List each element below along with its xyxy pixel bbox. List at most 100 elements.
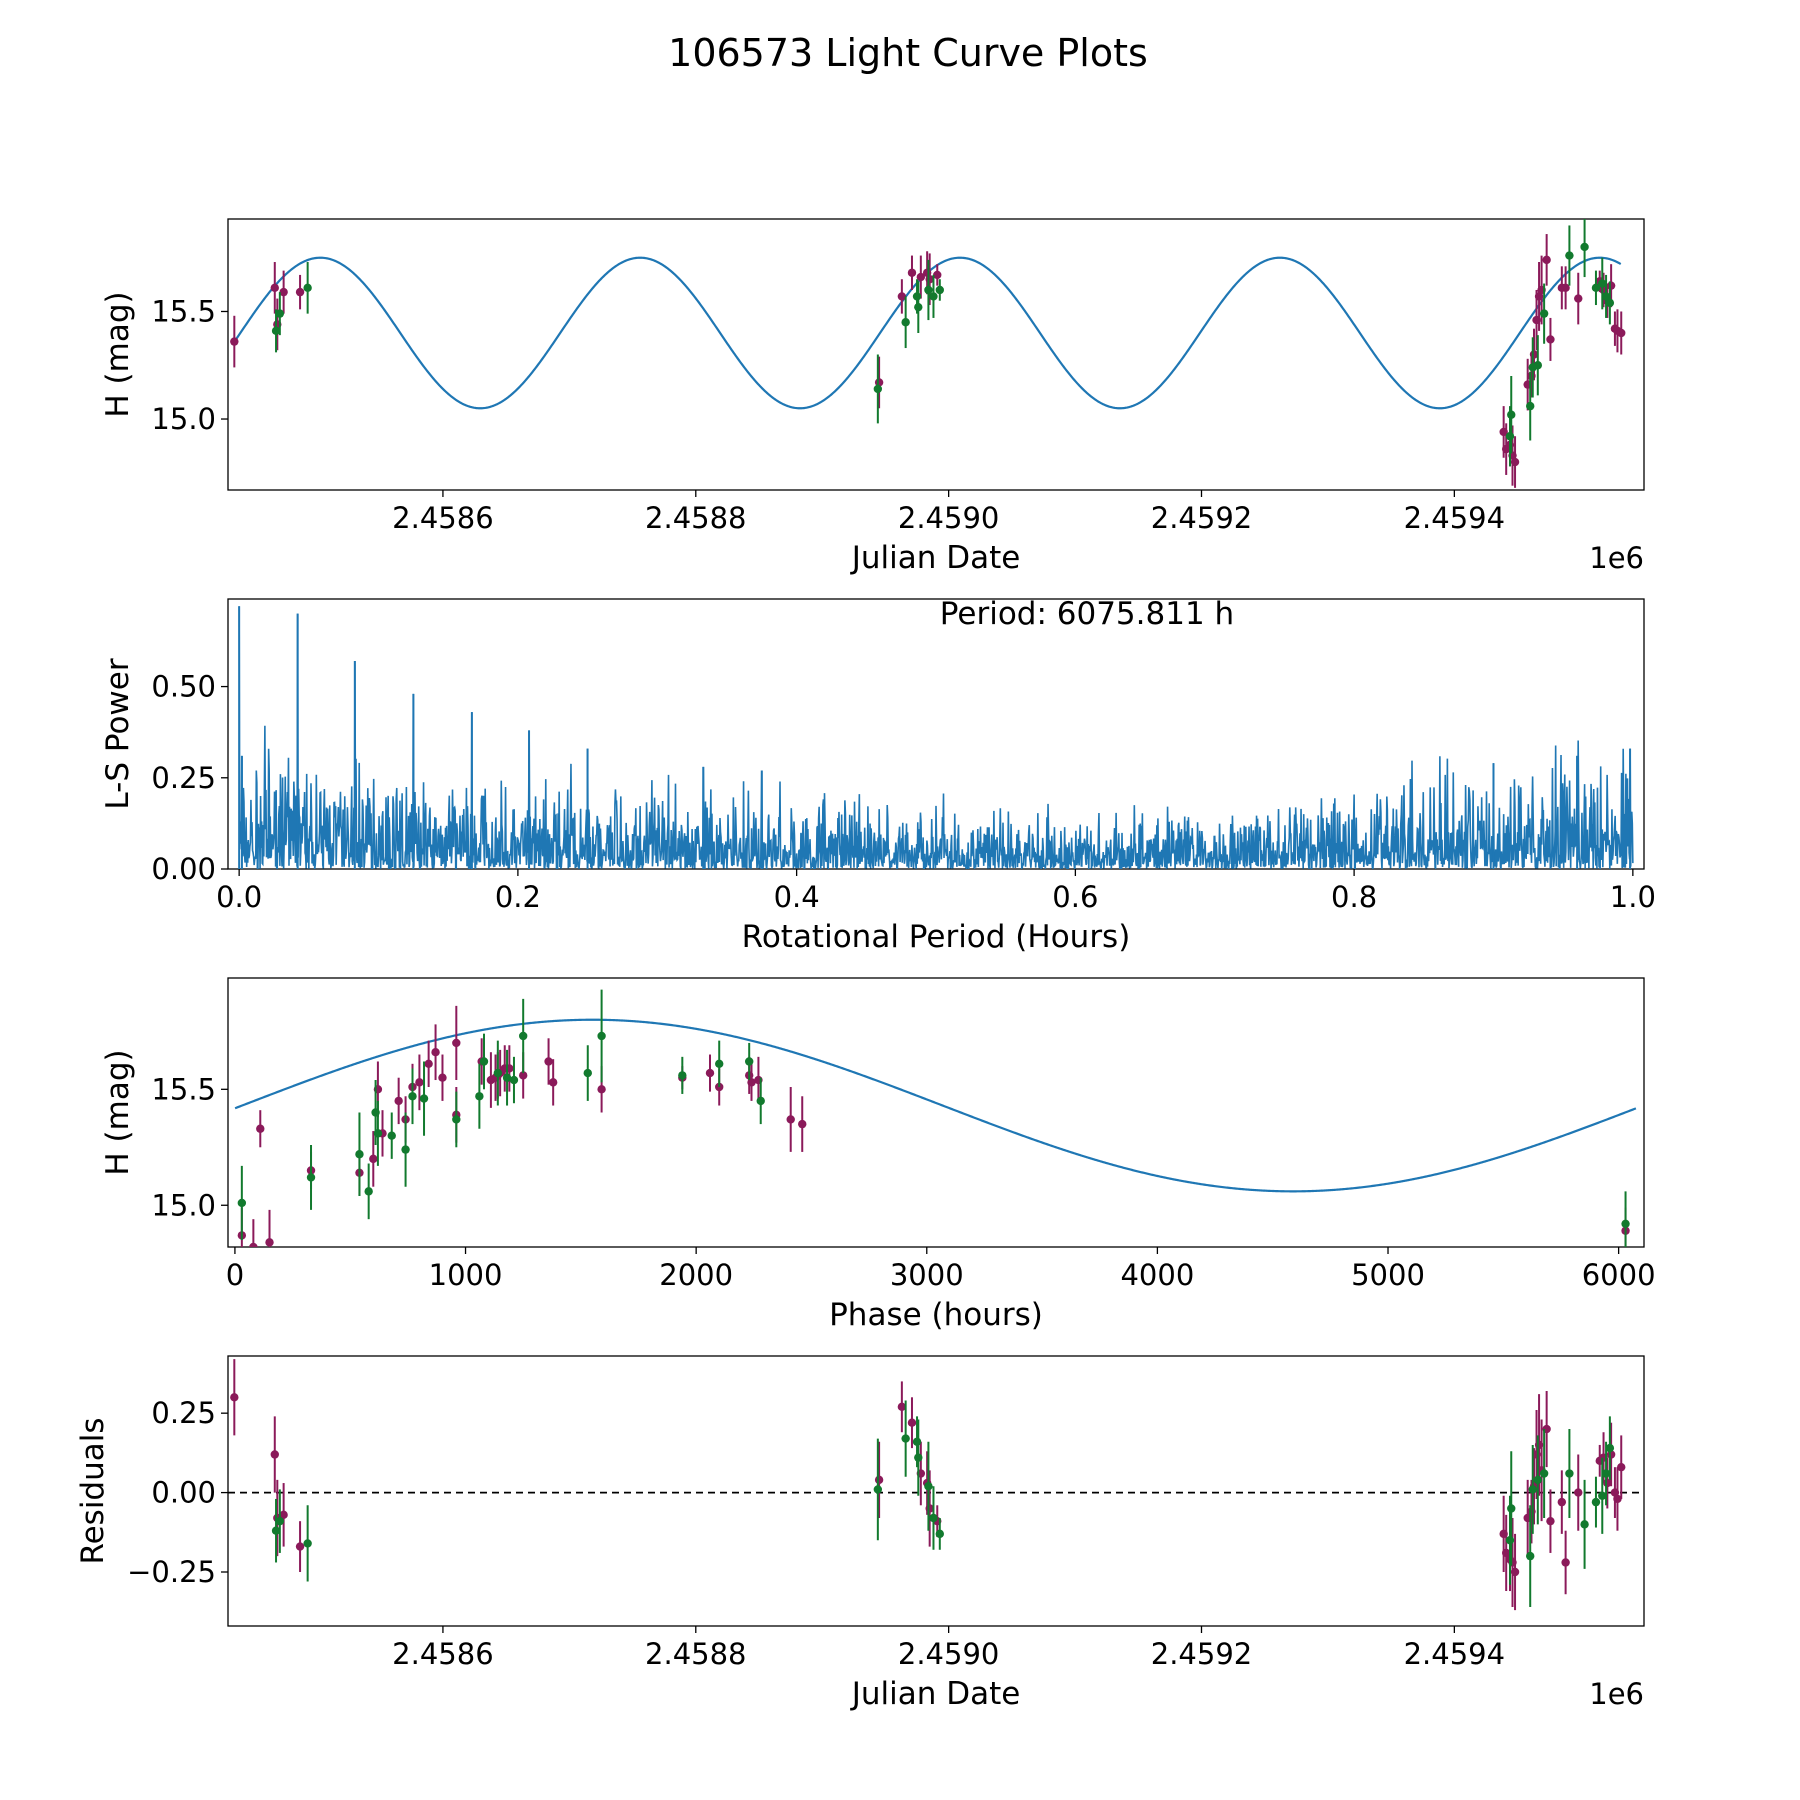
lightcurve-data-point bbox=[295, 287, 305, 297]
lightcurve-xtick-label: 2.4594 bbox=[1404, 501, 1505, 535]
periodogram-xtick-label: 1.0 bbox=[1610, 880, 1656, 914]
phased-data-point bbox=[493, 1068, 503, 1078]
phased-data-point bbox=[747, 1078, 756, 1087]
residuals-data-point bbox=[1546, 1516, 1555, 1526]
residuals-ytick-label: 0.25 bbox=[151, 1396, 216, 1430]
residuals-frame bbox=[227, 1355, 1645, 1627]
lightcurve-data-point bbox=[1505, 432, 1515, 441]
residuals-data-point bbox=[1528, 1485, 1537, 1494]
phased-data-point bbox=[597, 1031, 606, 1041]
phased-data-point bbox=[518, 1031, 528, 1041]
phased-data-point bbox=[419, 1094, 429, 1103]
lightcurve-ytick-label: 15.5 bbox=[151, 294, 216, 328]
residuals-data-point bbox=[271, 1526, 281, 1535]
residuals-data-point bbox=[303, 1539, 312, 1548]
periodogram-ytick-label: 0.25 bbox=[151, 761, 216, 795]
lightcurve-data-point bbox=[935, 285, 944, 295]
residuals-data-point bbox=[929, 1513, 938, 1523]
lightcurve-data-point bbox=[901, 318, 910, 327]
lightcurve-data-point bbox=[1605, 298, 1615, 308]
phased-data-point bbox=[744, 1057, 754, 1066]
residuals-data-point bbox=[1591, 1497, 1601, 1507]
periodogram-axes: 0.0 0.2 0.4 0.6 0.8 1.0 0.00 0.25 0.50 Rotational… bbox=[100, 596, 1656, 955]
lightcurve-data-point bbox=[230, 337, 239, 346]
lightcurve-data-point bbox=[1507, 410, 1516, 419]
phased-data-point bbox=[265, 1238, 274, 1247]
phased-data-point bbox=[373, 1129, 383, 1138]
lightcurve-data-point bbox=[1510, 457, 1520, 467]
lightcurve-data-point bbox=[1542, 255, 1551, 265]
residuals-data-point bbox=[295, 1542, 305, 1551]
lightcurve-xtick-label: 2.4586 bbox=[392, 501, 493, 535]
lightcurve-data-point bbox=[1546, 335, 1555, 344]
residuals-data-point bbox=[935, 1529, 944, 1539]
lightcurve-data-point bbox=[929, 292, 938, 301]
residuals-ytick-label: −0.25 bbox=[127, 1555, 216, 1589]
residuals-ytick-label: 0.00 bbox=[151, 1476, 216, 1510]
phased-data-point bbox=[387, 1131, 396, 1140]
lightcurve-data-point bbox=[275, 309, 285, 318]
residuals-data-point bbox=[897, 1402, 907, 1412]
periodogram-power-line bbox=[238, 606, 1634, 869]
phased-data-point bbox=[394, 1096, 403, 1106]
phased-data-point bbox=[401, 1145, 410, 1154]
residuals-data-point bbox=[1574, 1488, 1583, 1497]
residuals-xtick-label: 2.4588 bbox=[645, 1637, 746, 1671]
phased-data-point bbox=[355, 1150, 364, 1159]
phased-data-point bbox=[518, 1071, 528, 1080]
phased-data-point bbox=[306, 1173, 316, 1182]
residuals-data-point bbox=[1501, 1548, 1511, 1558]
phased-data-point bbox=[424, 1059, 433, 1069]
lightcurve-data-point bbox=[873, 384, 883, 394]
residuals-data-point bbox=[1505, 1536, 1515, 1545]
lightcurve-data-point bbox=[1601, 292, 1611, 301]
lightcurve-data-point bbox=[1533, 361, 1543, 370]
phased-axes: 0 1000 2000 3000 4000 5000 6000 15.0 15.5 Phase (… bbox=[100, 977, 1656, 1333]
residuals-data-point bbox=[1561, 1558, 1570, 1567]
phased-ytick-label: 15.0 bbox=[151, 1188, 216, 1222]
periodogram-xtick-label: 0.0 bbox=[216, 880, 262, 914]
figure-title: 106573 Light Curve Plots bbox=[668, 31, 1148, 75]
lightcurve-data-point bbox=[1561, 283, 1570, 293]
phased-data-point bbox=[452, 1115, 461, 1124]
periodogram-xtick-label: 0.2 bbox=[495, 880, 541, 914]
residuals-data-point bbox=[1601, 1469, 1611, 1478]
periodogram-xlabel: Rotational Period (Hours) bbox=[742, 919, 1131, 955]
lightcurve-data-point bbox=[907, 268, 917, 277]
residuals-axes: 2.4586 2.4588 2.4590 2.4592 2.4594 −0.25 0.00 0… bbox=[75, 1355, 1645, 1712]
residuals-xlabel: Julian Date bbox=[850, 1676, 1021, 1712]
lightcurve-data-point bbox=[1591, 283, 1601, 293]
periodogram-xtick-label: 0.8 bbox=[1331, 880, 1377, 914]
residuals-data-point bbox=[1613, 1494, 1622, 1504]
phased-data-point bbox=[415, 1078, 424, 1087]
lightcurve-data-point bbox=[897, 292, 907, 301]
phased-data-point bbox=[715, 1082, 724, 1092]
phased-data-point bbox=[249, 1242, 258, 1247]
phased-xtick-label: 1000 bbox=[429, 1258, 503, 1292]
periodogram-xtick-label: 0.6 bbox=[1052, 880, 1098, 914]
lightcurve-data-point bbox=[933, 270, 942, 280]
residuals-data-point bbox=[230, 1393, 239, 1402]
residuals-data-point bbox=[874, 1475, 884, 1485]
residuals-offset-label: 1e6 bbox=[1589, 1677, 1644, 1711]
phased-data-point bbox=[475, 1092, 484, 1101]
lightcurve-data-point bbox=[303, 283, 312, 293]
residuals-data-point bbox=[275, 1516, 285, 1526]
residuals-data-point bbox=[1617, 1462, 1626, 1472]
phased-data-point bbox=[1621, 1219, 1630, 1229]
residuals-data-point bbox=[912, 1437, 922, 1446]
residuals-data-point bbox=[901, 1434, 910, 1443]
lightcurve-data-point bbox=[924, 285, 933, 295]
phased-data-point bbox=[544, 1057, 553, 1066]
residuals-data-point bbox=[1605, 1443, 1615, 1453]
phased-data-point bbox=[678, 1071, 687, 1080]
phased-data-point bbox=[509, 1075, 519, 1085]
lightcurve-data-point bbox=[271, 326, 281, 336]
lightcurve-xtick-label: 2.4590 bbox=[898, 501, 999, 535]
phased-data-point bbox=[452, 1038, 461, 1048]
residuals-data-point bbox=[914, 1453, 923, 1462]
phased-data-point bbox=[256, 1124, 265, 1133]
lightcurve-data-point bbox=[1539, 309, 1549, 318]
phased-xtick-label: 2000 bbox=[659, 1258, 733, 1292]
phased-data-point bbox=[369, 1154, 378, 1164]
